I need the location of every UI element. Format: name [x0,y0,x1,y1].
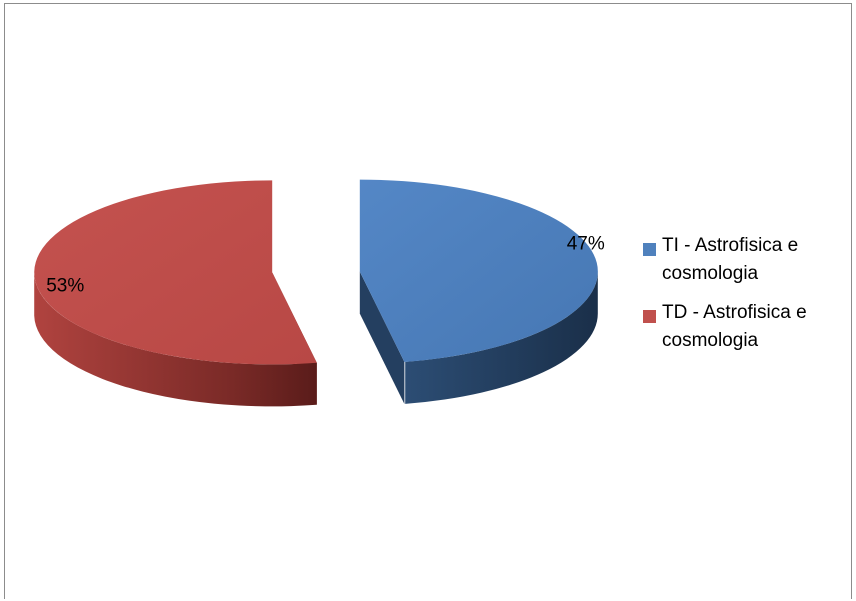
slice-side-1 [34,273,317,407]
legend-swatch-td [643,310,656,323]
data-label-1: 53% [46,275,84,296]
legend-item-td: TD - Astrofisica e cosmologia [638,299,848,355]
slice-wall-0-1 [359,271,405,404]
legend: TI - Astrofisica e cosmologia TD - Astro… [638,232,848,366]
legend-label-ti: TI - Astrofisica e cosmologia [662,235,799,284]
legend-item-ti: TI - Astrofisica e cosmologia [638,232,848,288]
chart-frame [4,3,852,599]
slice-side-0 [405,271,598,404]
data-label-0: 47% [567,234,605,255]
slice-top-1 [34,180,317,365]
slice-top-0 [359,179,598,362]
legend-swatch-ti [643,243,656,256]
legend-label-td: TD - Astrofisica e cosmologia [662,302,807,351]
